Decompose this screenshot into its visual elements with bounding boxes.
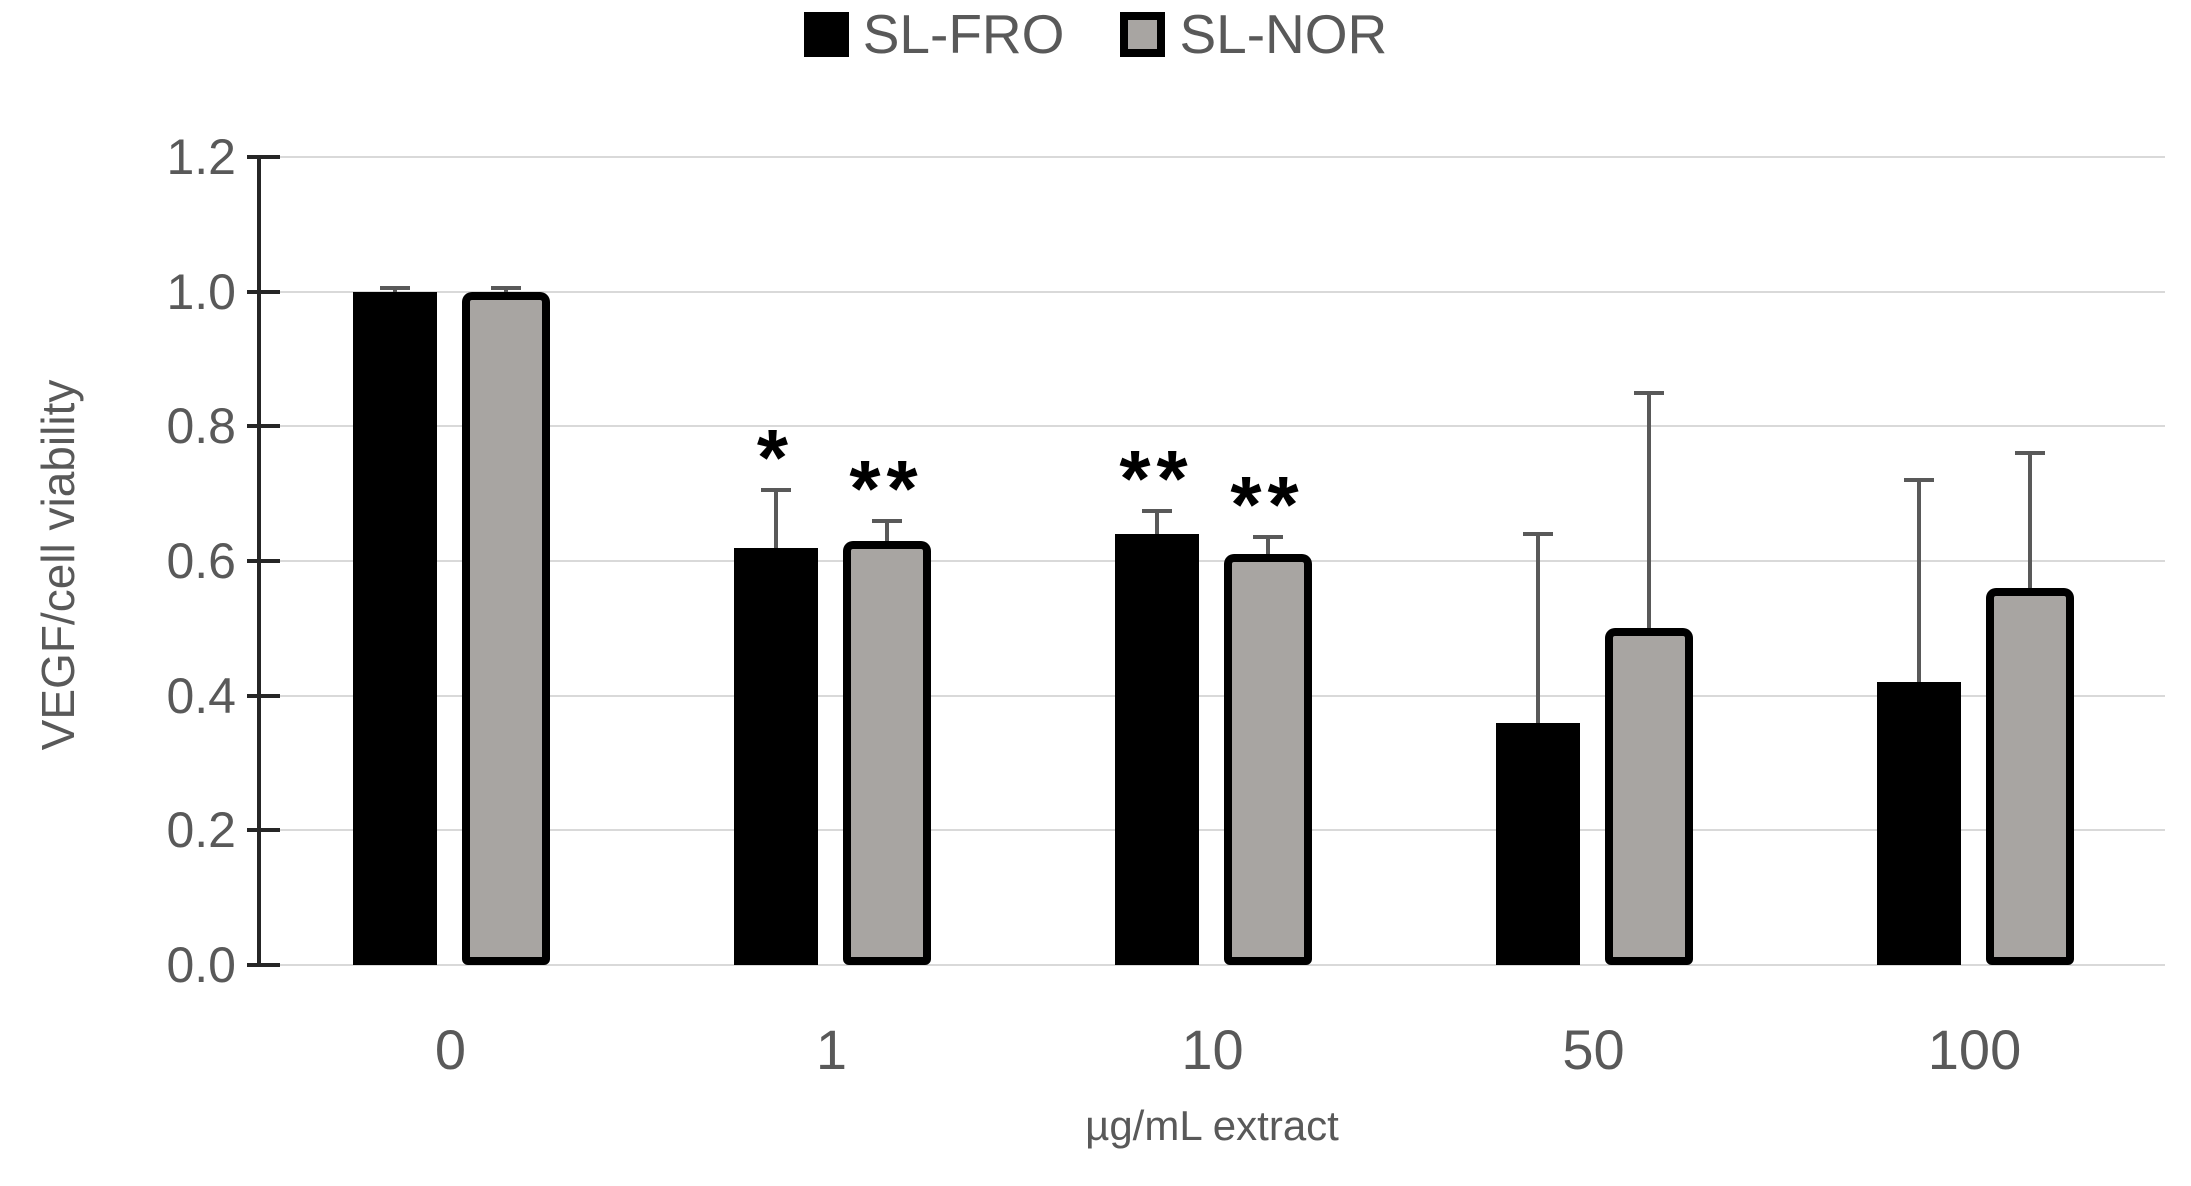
error-bar-cap-sl-nor-0 bbox=[490, 286, 521, 291]
gridline-0.2 bbox=[260, 829, 2165, 832]
gridline-0.4 bbox=[260, 694, 2165, 697]
error-bar-cap-sl-fro-0 bbox=[379, 286, 410, 291]
bar-sl-fro-100 bbox=[1876, 682, 1961, 965]
x-axis-title: µg/mL extract bbox=[1085, 1102, 1339, 1149]
legend-swatch-sl-fro bbox=[803, 11, 849, 57]
gridline-0.0 bbox=[260, 964, 2165, 966]
legend-item-sl-nor: SL-NOR bbox=[1120, 4, 1387, 64]
x-tick-label-50: 50 bbox=[1562, 1018, 1625, 1081]
legend-item-sl-fro: SL-FRO bbox=[803, 3, 1065, 65]
bar-sl-nor-100 bbox=[1985, 587, 2074, 965]
error-bar-sl-fro-1 bbox=[773, 490, 778, 548]
error-bar-cap-sl-nor-10 bbox=[1252, 535, 1283, 540]
y-tick-label-0.4: 0.4 bbox=[166, 667, 236, 724]
y-axis-tick-0.6 bbox=[247, 559, 280, 563]
error-bar-sl-nor-10 bbox=[1265, 537, 1270, 555]
x-tick-label-1: 1 bbox=[815, 1018, 848, 1081]
significance-sl-fro-1: * bbox=[756, 413, 795, 503]
error-bar-cap-sl-fro-100 bbox=[1903, 478, 1934, 483]
gridline-1.0 bbox=[260, 290, 2165, 293]
y-tick-label-0.8: 0.8 bbox=[166, 398, 236, 455]
error-bar-cap-sl-nor-100 bbox=[2014, 451, 2045, 456]
y-axis-tick-0.2 bbox=[247, 828, 280, 833]
legend-label-sl-fro: SL-FRO bbox=[862, 3, 1065, 65]
bar-sl-fro-1 bbox=[733, 547, 818, 965]
y-axis-tick-0.0 bbox=[247, 963, 280, 967]
gridline-1.2 bbox=[260, 156, 2165, 158]
legend-swatch-sl-nor bbox=[1120, 11, 1166, 57]
y-tick-label-0.0: 0.0 bbox=[166, 937, 236, 993]
error-bar-sl-fro-10 bbox=[1154, 510, 1159, 535]
x-tick-label-100: 100 bbox=[1927, 1018, 2022, 1081]
y-axis-tick-1.2 bbox=[247, 155, 280, 159]
bar-sl-nor-1 bbox=[842, 540, 931, 965]
bar-sl-nor-50 bbox=[1604, 628, 1693, 965]
significance-sl-fro-10: ** bbox=[1119, 433, 1194, 523]
bar-sl-nor-0 bbox=[461, 291, 550, 965]
bar-sl-fro-0 bbox=[352, 291, 437, 965]
error-bar-cap-sl-fro-10 bbox=[1141, 508, 1172, 513]
y-axis-tick-1.0 bbox=[247, 289, 280, 294]
bar-sl-fro-10 bbox=[1114, 534, 1199, 965]
error-bar-cap-sl-fro-1 bbox=[760, 488, 791, 493]
y-axis-tick-0.8 bbox=[247, 424, 280, 429]
legend-label-sl-nor: SL-NOR bbox=[1179, 3, 1388, 65]
y-axis-tick-0.4 bbox=[247, 693, 280, 698]
gridline-0.8 bbox=[260, 425, 2165, 428]
significance-sl-nor-10: ** bbox=[1230, 460, 1305, 550]
y-tick-label-1.2: 1.2 bbox=[166, 129, 236, 185]
y-tick-label-1.0: 1.0 bbox=[166, 263, 236, 320]
legend: SL-FRO SL-NOR bbox=[0, 4, 2191, 64]
x-tick-label-10: 10 bbox=[1181, 1018, 1244, 1081]
error-bar-sl-nor-50 bbox=[1646, 392, 1651, 629]
error-bar-sl-nor-100 bbox=[2027, 453, 2032, 588]
error-bar-sl-fro-50 bbox=[1535, 534, 1540, 723]
y-tick-label-0.2: 0.2 bbox=[166, 802, 236, 859]
gridline-0.6 bbox=[260, 560, 2165, 562]
bar-sl-nor-10 bbox=[1223, 554, 1312, 965]
error-bar-cap-sl-nor-50 bbox=[1633, 390, 1664, 395]
x-tick-label-0: 0 bbox=[434, 1018, 467, 1081]
y-tick-label-0.6: 0.6 bbox=[166, 533, 236, 589]
plot-area: * ** ** ** bbox=[260, 156, 2165, 966]
significance-sl-nor-1: ** bbox=[849, 443, 924, 533]
error-bar-cap-sl-nor-1 bbox=[871, 518, 902, 523]
error-bar-sl-nor-1 bbox=[884, 520, 889, 541]
bar-sl-fro-50 bbox=[1495, 722, 1580, 965]
error-bar-cap-sl-fro-50 bbox=[1522, 532, 1553, 537]
error-bar-sl-fro-100 bbox=[1916, 480, 1921, 683]
